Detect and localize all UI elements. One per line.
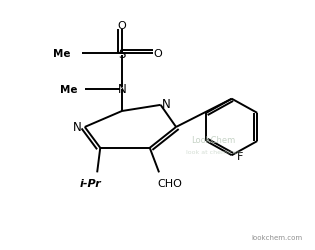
Text: i-Pr: i-Pr — [80, 179, 102, 189]
Text: Me: Me — [53, 49, 71, 59]
Text: CHO: CHO — [158, 179, 182, 189]
Text: look at chemicals: look at chemicals — [186, 150, 241, 154]
Text: N: N — [162, 98, 171, 111]
Text: LookChem: LookChem — [191, 135, 235, 144]
Text: Me: Me — [60, 84, 77, 94]
Text: F: F — [237, 152, 244, 162]
Text: N: N — [117, 83, 126, 96]
Text: N: N — [73, 121, 82, 134]
Text: S: S — [118, 48, 126, 60]
Text: O: O — [153, 49, 162, 59]
Text: lookchem.com: lookchem.com — [252, 234, 303, 240]
Text: O: O — [117, 21, 126, 31]
